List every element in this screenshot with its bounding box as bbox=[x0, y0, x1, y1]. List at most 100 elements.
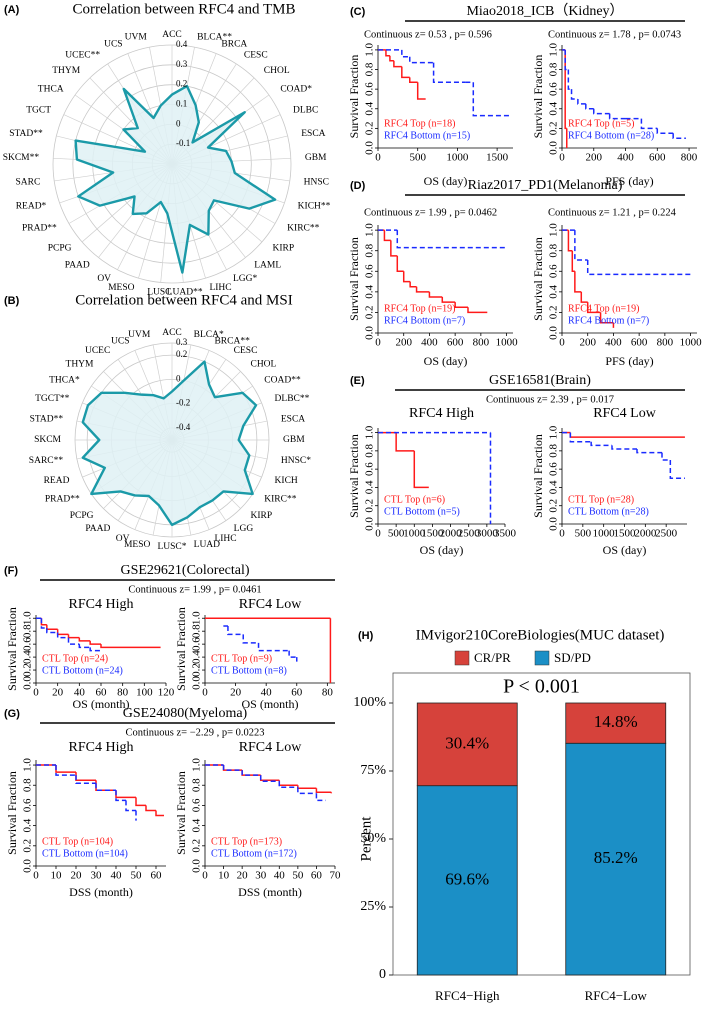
x-tick-label: 10 bbox=[51, 870, 63, 882]
y-tick-label: 0.8 bbox=[22, 624, 34, 638]
category-label: UCEC bbox=[85, 346, 110, 356]
km-step bbox=[409, 281, 417, 288]
y-tick-label: 0.0 bbox=[191, 859, 203, 873]
x-tick-label: 400 bbox=[617, 152, 634, 164]
x-tick-label: 2500 bbox=[655, 528, 678, 540]
category-label: SARC bbox=[16, 178, 41, 188]
km-step bbox=[569, 432, 592, 443]
x-tick-label: 20 bbox=[52, 687, 64, 699]
km-step bbox=[241, 770, 261, 776]
km-step bbox=[389, 55, 394, 62]
category-label: LIHC bbox=[214, 534, 236, 544]
category-label: STAD** bbox=[9, 129, 43, 139]
y-tick-label: 25% bbox=[360, 899, 386, 914]
x-tick-label: 0 bbox=[559, 152, 565, 164]
x-axis-label: OS (day) bbox=[424, 354, 468, 368]
y-tick-label: 100% bbox=[353, 695, 386, 710]
y-tick-label: 0.6 bbox=[548, 82, 560, 96]
y-tick-label: 0.2 bbox=[548, 306, 560, 320]
panel-label: (C) bbox=[350, 6, 366, 18]
x-tick-label: 0 bbox=[33, 687, 39, 699]
r-tick-label: 0.3 bbox=[176, 337, 188, 347]
y-tick-label: 0.0 bbox=[22, 859, 34, 873]
legend-label: RFC4 Bottom (n=28) bbox=[568, 130, 654, 141]
x-tick-label: 0 bbox=[559, 528, 565, 540]
legend-label: CTL Top (n=9) bbox=[211, 653, 272, 664]
km-step bbox=[55, 765, 76, 776]
chart-title: GSE16581(Brain) bbox=[489, 373, 591, 388]
x-tick-label: 100 bbox=[136, 687, 153, 699]
km-step bbox=[95, 783, 116, 792]
chart-title: IMvigor210CoreBiologies(MUC dataset) bbox=[416, 627, 665, 643]
km-step bbox=[241, 770, 261, 776]
km-step bbox=[472, 82, 510, 117]
km-step bbox=[278, 780, 298, 786]
y-tick-label: 0.4 bbox=[548, 101, 560, 115]
subtitle: Continuous z= 1.21 , p= 0.224 bbox=[548, 207, 677, 218]
subplot-title: RFC4 High bbox=[69, 740, 134, 755]
category-label: PCPG bbox=[48, 244, 72, 254]
y-tick-label: 0.6 bbox=[191, 637, 203, 651]
category-label: GBM bbox=[305, 153, 327, 163]
category-label: CESC bbox=[234, 346, 258, 356]
y-tick-label: 0.6 bbox=[364, 82, 376, 96]
y-tick-label: 0.2 bbox=[364, 306, 376, 320]
x-tick-label: 500 bbox=[575, 528, 592, 540]
x-tick-label: 60 bbox=[311, 870, 323, 882]
subplot-title: RFC4 High bbox=[409, 406, 474, 421]
y-tick-label: 0.2 bbox=[548, 122, 560, 136]
category-label: STAD** bbox=[30, 414, 64, 424]
subtitle: Continuous z= 1.99 , p= 0.0461 bbox=[128, 584, 261, 595]
x-tick-label: 10 bbox=[218, 870, 230, 882]
km-step bbox=[585, 103, 594, 110]
legend-label: RFC4 Top (n=19) bbox=[384, 303, 455, 314]
category-label: BLCA* bbox=[194, 330, 224, 340]
y-tick-label: 1.0 bbox=[22, 758, 34, 772]
category-label: READ bbox=[44, 476, 70, 486]
x-tick-label: 0 bbox=[375, 528, 381, 540]
km-step bbox=[259, 775, 280, 782]
y-tick-label: 0.4 bbox=[364, 480, 376, 494]
x-axis-label: OS (day) bbox=[420, 543, 464, 557]
km-step bbox=[580, 291, 588, 303]
category-label: UCS bbox=[111, 336, 129, 346]
km-step bbox=[428, 291, 443, 298]
y-tick-label: 0.8 bbox=[364, 62, 376, 76]
chart-title: Riaz2017_PD1(Melanoma) bbox=[468, 178, 623, 193]
radar-area bbox=[74, 84, 277, 274]
x-tick-label: 20 bbox=[71, 870, 83, 882]
km-step bbox=[100, 644, 161, 649]
x-tick-label: 400 bbox=[605, 337, 622, 349]
x-tick-label: 80 bbox=[117, 687, 129, 699]
subtitle: Continuous z= 1.99 , p= 0.0462 bbox=[364, 207, 497, 218]
x-tick-label: 60 bbox=[291, 687, 303, 699]
category-label: COAD** bbox=[264, 376, 301, 386]
category-label: PAAD bbox=[85, 524, 110, 534]
y-tick-label: 0.6 bbox=[22, 637, 34, 651]
km-step bbox=[222, 765, 243, 771]
category-label: CHOL bbox=[264, 66, 290, 76]
y-axis-label: Survival Fraction bbox=[174, 771, 188, 855]
y-axis-label: Survival Fraction bbox=[347, 434, 361, 518]
y-tick-label: 0 bbox=[379, 967, 386, 982]
km-step bbox=[656, 128, 674, 135]
category-label: LGG bbox=[234, 524, 254, 534]
x-tick-label: 1000 bbox=[593, 528, 616, 540]
y-tick-label: 0.4 bbox=[191, 818, 203, 832]
x-tick-label: 500 bbox=[388, 528, 405, 540]
x-tick-label: 40 bbox=[111, 870, 123, 882]
y-axis-label: Survival Fraction bbox=[174, 607, 188, 691]
legend-label: CTL Bottom (n=172) bbox=[211, 848, 297, 859]
legend-label: CR/PR bbox=[474, 650, 511, 665]
x-tick-label: 120 bbox=[158, 687, 175, 699]
km-step bbox=[669, 460, 685, 480]
bar-segment bbox=[416, 785, 518, 976]
legend-label: RFC4 Bottom (n=7) bbox=[384, 315, 465, 326]
legend-label: CTL Bottom (n=104) bbox=[42, 848, 128, 859]
y-tick-label: 0.0 bbox=[548, 141, 560, 155]
y-tick-label: 0.0 bbox=[191, 676, 203, 690]
category-label: BLCA** bbox=[197, 33, 232, 43]
x-tick-label: 200 bbox=[586, 152, 603, 164]
category-label: HNSC bbox=[304, 178, 329, 188]
chart-title: Correlation between RFC4 and MSI bbox=[75, 292, 292, 308]
